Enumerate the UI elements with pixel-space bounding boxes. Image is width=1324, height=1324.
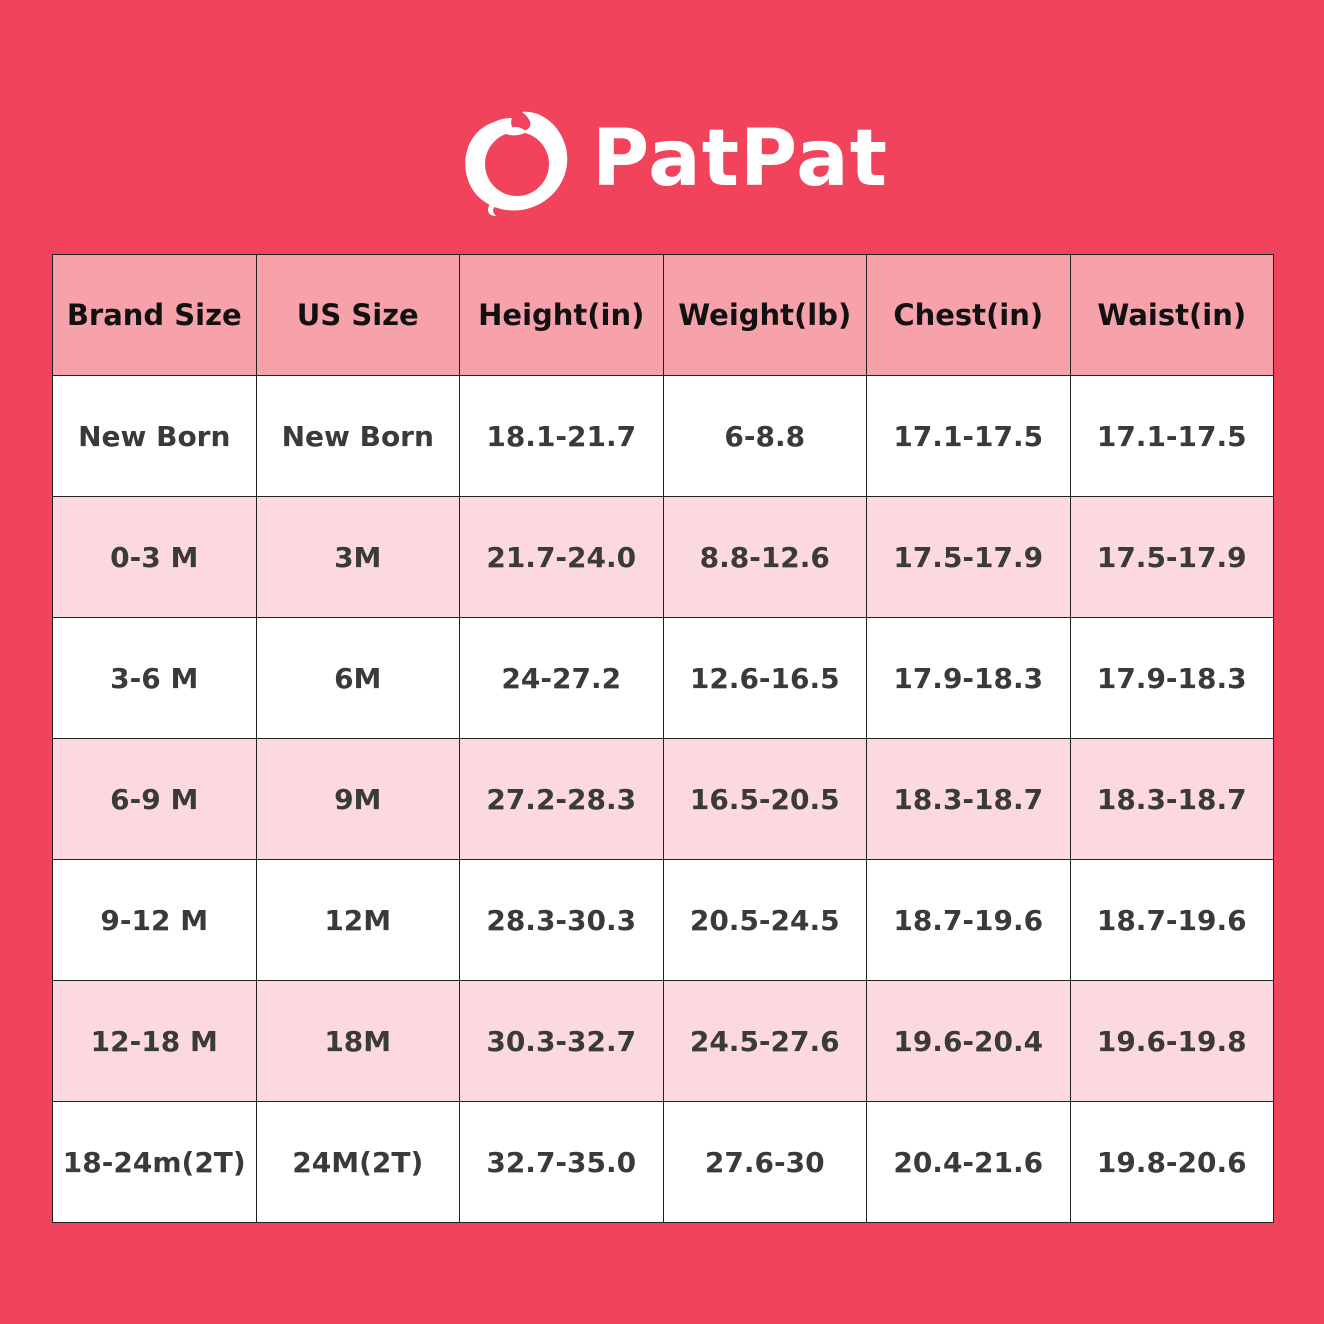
table-row: 18-24m(2T) 24M(2T) 32.7-35.0 27.6-30 20.4-21… bbox=[52, 1101, 1274, 1223]
cell-brand-size: 0-3 M bbox=[52, 496, 257, 618]
cell-us-size: 18M bbox=[255, 980, 460, 1102]
brand-logo: PatPat bbox=[456, 100, 888, 218]
cell-height: 32.7-35.0 bbox=[459, 1101, 664, 1223]
cell-height: 28.3-30.3 bbox=[459, 859, 664, 981]
cell-height: 30.3-32.7 bbox=[459, 980, 664, 1102]
cell-us-size: 24M(2T) bbox=[255, 1101, 460, 1223]
cell-chest: 18.7-19.6 bbox=[866, 859, 1071, 981]
cell-waist: 18.7-19.6 bbox=[1069, 859, 1274, 981]
cell-chest: 20.4-21.6 bbox=[866, 1101, 1071, 1223]
cell-weight: 16.5-20.5 bbox=[662, 738, 867, 860]
cell-weight: 12.6-16.5 bbox=[662, 617, 867, 739]
cell-chest: 17.1-17.5 bbox=[866, 375, 1071, 497]
brand-name: PatPat bbox=[592, 114, 888, 204]
cell-height: 27.2-28.3 bbox=[459, 738, 664, 860]
cell-brand-size: 18-24m(2T) bbox=[52, 1101, 257, 1223]
cell-brand-size: New Born bbox=[52, 375, 257, 497]
header-waist: Waist(in) bbox=[1069, 254, 1274, 376]
header-us-size: US Size bbox=[255, 254, 460, 376]
table-row: 0-3 M 3M 21.7-24.0 8.8-12.6 17.5-17.9 17.5-17… bbox=[52, 496, 1274, 618]
cell-height: 24-27.2 bbox=[459, 617, 664, 739]
cell-height: 21.7-24.0 bbox=[459, 496, 664, 618]
cell-weight: 27.6-30 bbox=[662, 1101, 867, 1223]
table-row: New Born New Born 18.1-21.7 6-8.8 17.1-17.5 1… bbox=[52, 375, 1274, 497]
cell-waist: 19.6-19.8 bbox=[1069, 980, 1274, 1102]
cell-us-size: 6M bbox=[255, 617, 460, 739]
table-row: 3-6 M 6M 24-27.2 12.6-16.5 17.9-18.3 17.9-18.… bbox=[52, 617, 1274, 739]
cell-brand-size: 12-18 M bbox=[52, 980, 257, 1102]
cell-waist: 17.1-17.5 bbox=[1069, 375, 1274, 497]
cell-waist: 17.9-18.3 bbox=[1069, 617, 1274, 739]
header-height: Height(in) bbox=[459, 254, 664, 376]
cell-height: 18.1-21.7 bbox=[459, 375, 664, 497]
cell-waist: 18.3-18.7 bbox=[1069, 738, 1274, 860]
cell-waist: 17.5-17.9 bbox=[1069, 496, 1274, 618]
cell-chest: 18.3-18.7 bbox=[866, 738, 1071, 860]
cell-brand-size: 6-9 M bbox=[52, 738, 257, 860]
cell-weight: 8.8-12.6 bbox=[662, 496, 867, 618]
cell-us-size: 9M bbox=[255, 738, 460, 860]
header-chest: Chest(in) bbox=[866, 254, 1071, 376]
cell-us-size: 12M bbox=[255, 859, 460, 981]
cell-chest: 19.6-20.4 bbox=[866, 980, 1071, 1102]
cell-weight: 20.5-24.5 bbox=[662, 859, 867, 981]
cell-chest: 17.9-18.3 bbox=[866, 617, 1071, 739]
cell-chest: 17.5-17.9 bbox=[866, 496, 1071, 618]
table-row: 9-12 M 12M 28.3-30.3 20.5-24.5 18.7-19.6 18.7… bbox=[52, 859, 1274, 981]
patpat-circle-logo-icon bbox=[465, 111, 568, 216]
cell-us-size: New Born bbox=[255, 375, 460, 497]
cell-us-size: 3M bbox=[255, 496, 460, 618]
cell-brand-size: 9-12 M bbox=[52, 859, 257, 981]
cell-brand-size: 3-6 M bbox=[52, 617, 257, 739]
header-weight: Weight(lb) bbox=[662, 254, 867, 376]
table-row: 12-18 M 18M 30.3-32.7 24.5-27.6 19.6-20.4 19.… bbox=[52, 980, 1274, 1102]
header-row: Brand Size US Size Height(in) Weight(lb)… bbox=[52, 254, 1274, 376]
table-row: 6-9 M 9M 27.2-28.3 16.5-20.5 18.3-18.7 18.3-1… bbox=[52, 738, 1274, 860]
cell-weight: 6-8.8 bbox=[662, 375, 867, 497]
header-brand-size: Brand Size bbox=[52, 254, 257, 376]
size-chart-table: Brand Size US Size Height(in) Weight(lb)… bbox=[52, 254, 1274, 1223]
cell-weight: 24.5-27.6 bbox=[662, 980, 867, 1102]
cell-waist: 19.8-20.6 bbox=[1069, 1101, 1274, 1223]
